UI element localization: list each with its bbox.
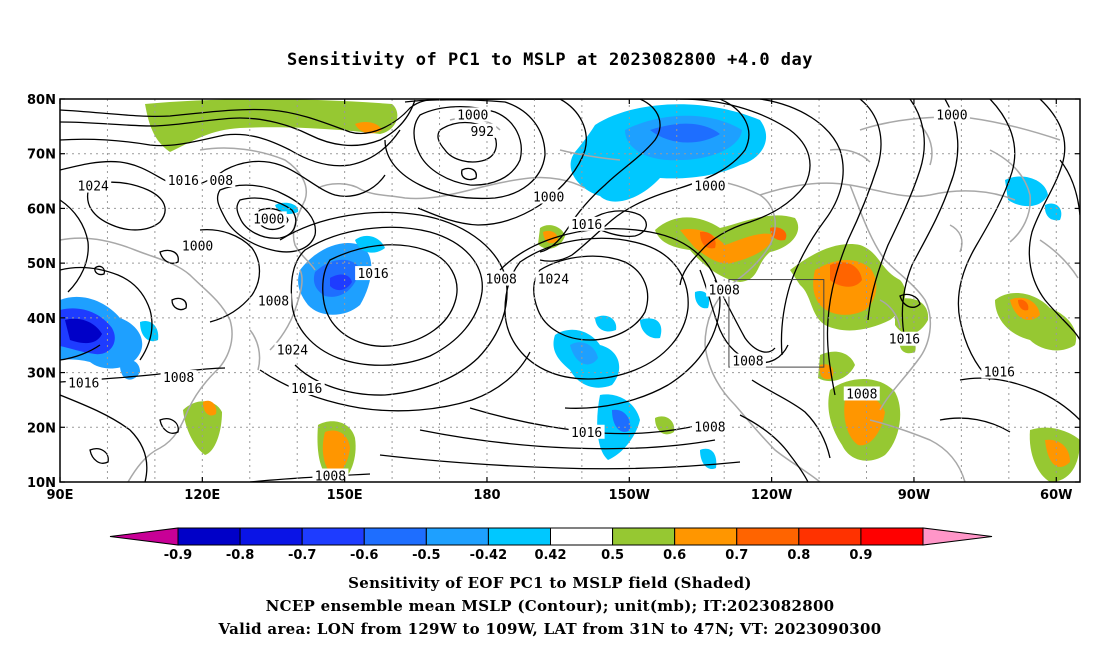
- contour-label-bg: [179, 238, 216, 253]
- contour-label-bg: [454, 107, 491, 122]
- contour-label: 1000: [533, 190, 564, 205]
- contour-label-layer: 1000 992 1024 1016 008 1000 1000 1000 1016 1000 10…: [65, 107, 1018, 485]
- contour-label-bg: [160, 370, 197, 385]
- contour-label-bg: [706, 282, 743, 297]
- contour-label: 1000: [936, 108, 967, 123]
- contour-label-bg: [288, 380, 325, 395]
- mslp-contours: [60, 99, 1080, 482]
- lat-tick-label: 10N: [27, 476, 56, 491]
- contour-label: 1016: [984, 366, 1015, 381]
- contour-label: 1016: [889, 333, 920, 348]
- chart-title: Sensitivity of PC1 to MSLP at 2023082800…: [286, 50, 813, 70]
- contour-label-bg: [530, 189, 567, 204]
- contour-label-bg: [255, 293, 292, 308]
- lat-lon-grid: [60, 99, 1080, 482]
- lat-tick-label: 70N: [27, 148, 56, 163]
- contour-label: 1024: [277, 344, 308, 359]
- contour-label-bg: [468, 123, 497, 138]
- contour-label: 1008: [694, 420, 725, 435]
- lat-tick-label: 30N: [27, 367, 56, 382]
- contour-label-bg: [535, 271, 572, 286]
- contour-label: 1016: [357, 267, 388, 282]
- contour-label: 008: [210, 174, 233, 189]
- caption-shading: Sensitivity of EOF PC1 to MSLP field (Sh…: [348, 574, 752, 592]
- lon-tick-label: 60W: [1040, 488, 1072, 503]
- map-frame: [59, 98, 1081, 483]
- contour-label-bg: [65, 375, 102, 390]
- valid-area-box: [728, 279, 825, 368]
- caption-valid-area: Valid area: LON from 129W to 109W, LAT f…: [218, 620, 882, 638]
- contour-label: 1016: [291, 382, 322, 397]
- lon-tick-label: 150W: [609, 488, 650, 503]
- contour-label: 1008: [709, 284, 740, 299]
- lon-tick-label: 90E: [47, 488, 74, 503]
- longitude-axis: 90E 120E 150E 180 150W 120W 90W 60W: [47, 99, 1072, 503]
- contour-label-bg: [165, 173, 202, 188]
- contour-label: 1000: [694, 180, 725, 195]
- contour-label: 1008: [732, 355, 763, 370]
- lat-tick-label: 60N: [27, 202, 56, 217]
- contour-label-bg: [75, 178, 112, 193]
- contour-label-bg: [483, 271, 520, 286]
- contour-label-bg: [207, 173, 236, 188]
- contour-label-bg: [250, 211, 287, 226]
- map-panel: 1000 992 1024 1016 008 1000 1000 1000 1016 1000 10…: [27, 93, 1081, 503]
- lon-tick-label: 90W: [898, 488, 930, 503]
- contour-label-bg: [274, 342, 311, 357]
- contour-label: 1016: [68, 377, 99, 392]
- contour-label-bg: [981, 364, 1018, 379]
- contour-label: 1024: [538, 273, 569, 288]
- contour-label-bg: [312, 468, 349, 482]
- contour-label-bg: [843, 386, 880, 401]
- lon-tick-label: 150E: [327, 488, 363, 503]
- contour-label-bg: [691, 178, 728, 193]
- contour-label: 1016: [168, 174, 199, 189]
- contour-label: 1016: [571, 426, 602, 441]
- lat-tick-label: 40N: [27, 312, 56, 327]
- caption-contour: NCEP ensemble mean MSLP (Contour); unit(…: [265, 597, 835, 615]
- contour-label-bg: [355, 266, 392, 281]
- contour-label-bg: [933, 107, 970, 122]
- contour-label-bg: [568, 424, 605, 439]
- lon-tick-label: 120W: [751, 488, 792, 503]
- contour-label: 1016: [571, 218, 602, 233]
- contour-label: 1000: [457, 108, 488, 123]
- lon-tick-label: 180: [473, 488, 500, 503]
- lat-tick-label: 80N: [27, 93, 56, 108]
- lon-tick-label: 120E: [184, 488, 220, 503]
- contour-label-bg: [729, 353, 766, 368]
- contour-label: 1008: [163, 371, 194, 386]
- contour-label: 1000: [182, 240, 213, 255]
- contour-label-bg: [886, 331, 923, 346]
- contour-label: 1000: [253, 212, 284, 227]
- contour-label: 992: [470, 125, 493, 140]
- contour-label: 1024: [78, 180, 109, 195]
- lat-tick-label: 20N: [27, 421, 56, 436]
- contour-label: 1008: [486, 273, 517, 288]
- contour-label-bg: [568, 216, 605, 231]
- contour-label-bg: [691, 419, 728, 434]
- lat-tick-label: 50N: [27, 257, 56, 272]
- contour-label: 1008: [315, 470, 346, 485]
- coastline-layer: [60, 116, 1079, 482]
- latitude-axis: 80N 70N 60N 50N 40N 30N 20N 10N: [27, 93, 1080, 491]
- contour-label: 1008: [846, 387, 877, 402]
- contour-label: 1008: [258, 294, 289, 309]
